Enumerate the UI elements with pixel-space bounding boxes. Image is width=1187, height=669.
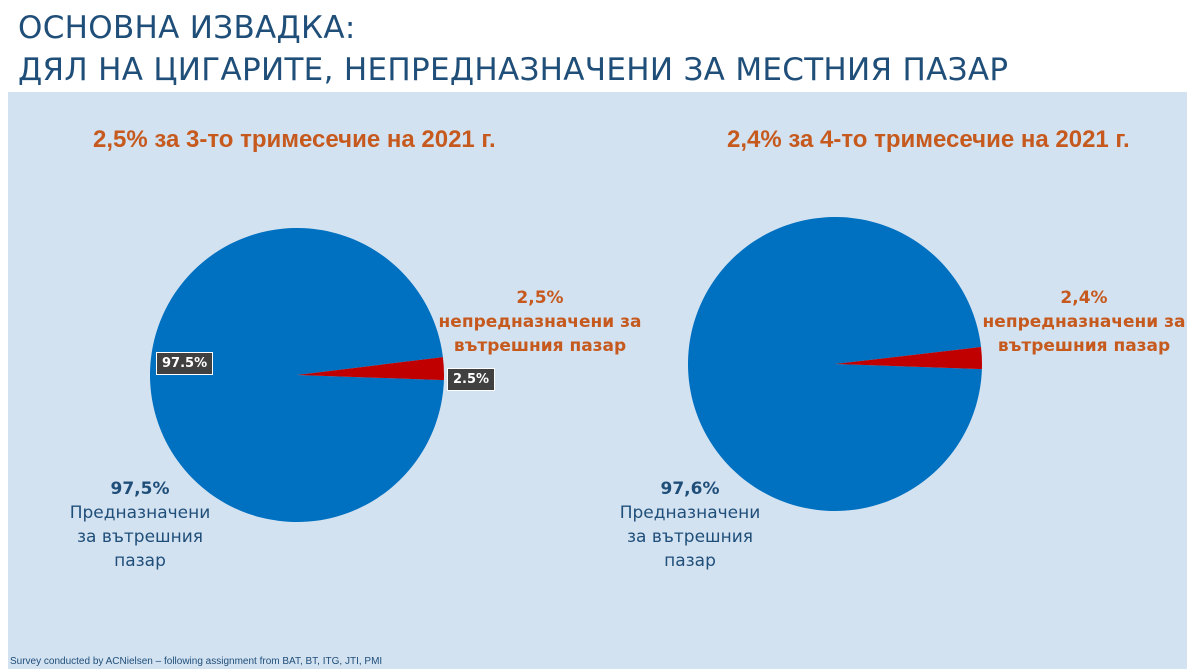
chart-2-title: 2,4% за 4-то тримесечие на 2021 г. xyxy=(727,126,1130,153)
pie-chart-q3 xyxy=(149,228,444,523)
pie-chart-q4 xyxy=(688,216,982,511)
chart-1-domestic-pct: 97,5% xyxy=(110,479,170,499)
chart-1-domestic-data-tag: 97.5% xyxy=(156,352,214,375)
chart-1-non-domestic-data-tag: 2.5% xyxy=(447,368,496,391)
chart-1-domestic-label: 97,5% Предназначени за вътрешния пазар xyxy=(60,477,220,573)
chart-1-non-domestic-label: 2,5% непредназначени за вътрешния пазар xyxy=(438,286,642,358)
chart-1-domestic-line-1: Предназначени xyxy=(69,503,211,523)
chart-2-domestic-label: 97,6% Предназначени за вътрешния пазар xyxy=(610,477,770,573)
chart-1-domestic-line-2: за вътрешния xyxy=(77,527,203,547)
chart-1-title: 2,5% за 3-то тримесечие на 2021 г. xyxy=(93,126,496,153)
chart-2-domestic-pct: 97,6% xyxy=(660,479,720,499)
chart-1-slice-domestic xyxy=(149,228,444,523)
chart-2-slice-non-domestic xyxy=(835,347,982,370)
chart-2-domestic-line-3: пазар xyxy=(664,551,716,571)
chart-1-non-domestic-line-2: вътрешния пазар xyxy=(453,336,627,356)
chart-2-domestic-line-1: Предназначени xyxy=(619,503,761,523)
chart-1-non-domestic-line-1: непредназначени за xyxy=(438,312,642,332)
chart-2-slice-domestic xyxy=(688,216,982,511)
chart-2-non-domestic-line-2: вътрешния пазар xyxy=(997,336,1171,356)
chart-1-slice-non-domestic xyxy=(297,357,444,381)
page-title-line-1: ОСНОВНА ИЗВАДКА: xyxy=(18,10,356,46)
chart-1-domestic-line-3: пазар xyxy=(114,551,166,571)
footer-note: Survey conducted by ACNielsen – followin… xyxy=(10,656,383,667)
chart-2-non-domestic-pct: 2,4% xyxy=(1060,288,1108,308)
chart-2-domestic-line-2: за вътрешния xyxy=(627,527,753,547)
chart-1-non-domestic-pct: 2,5% xyxy=(516,288,564,308)
chart-2-non-domestic-line-1: непредназначени за xyxy=(982,312,1186,332)
chart-2-non-domestic-label: 2,4% непредназначени за вътрешния пазар xyxy=(982,286,1186,358)
page-title-line-2: ДЯЛ НА ЦИГАРИТЕ, НЕПРЕДНАЗНАЧЕНИ ЗА МЕСТ… xyxy=(18,52,1009,88)
